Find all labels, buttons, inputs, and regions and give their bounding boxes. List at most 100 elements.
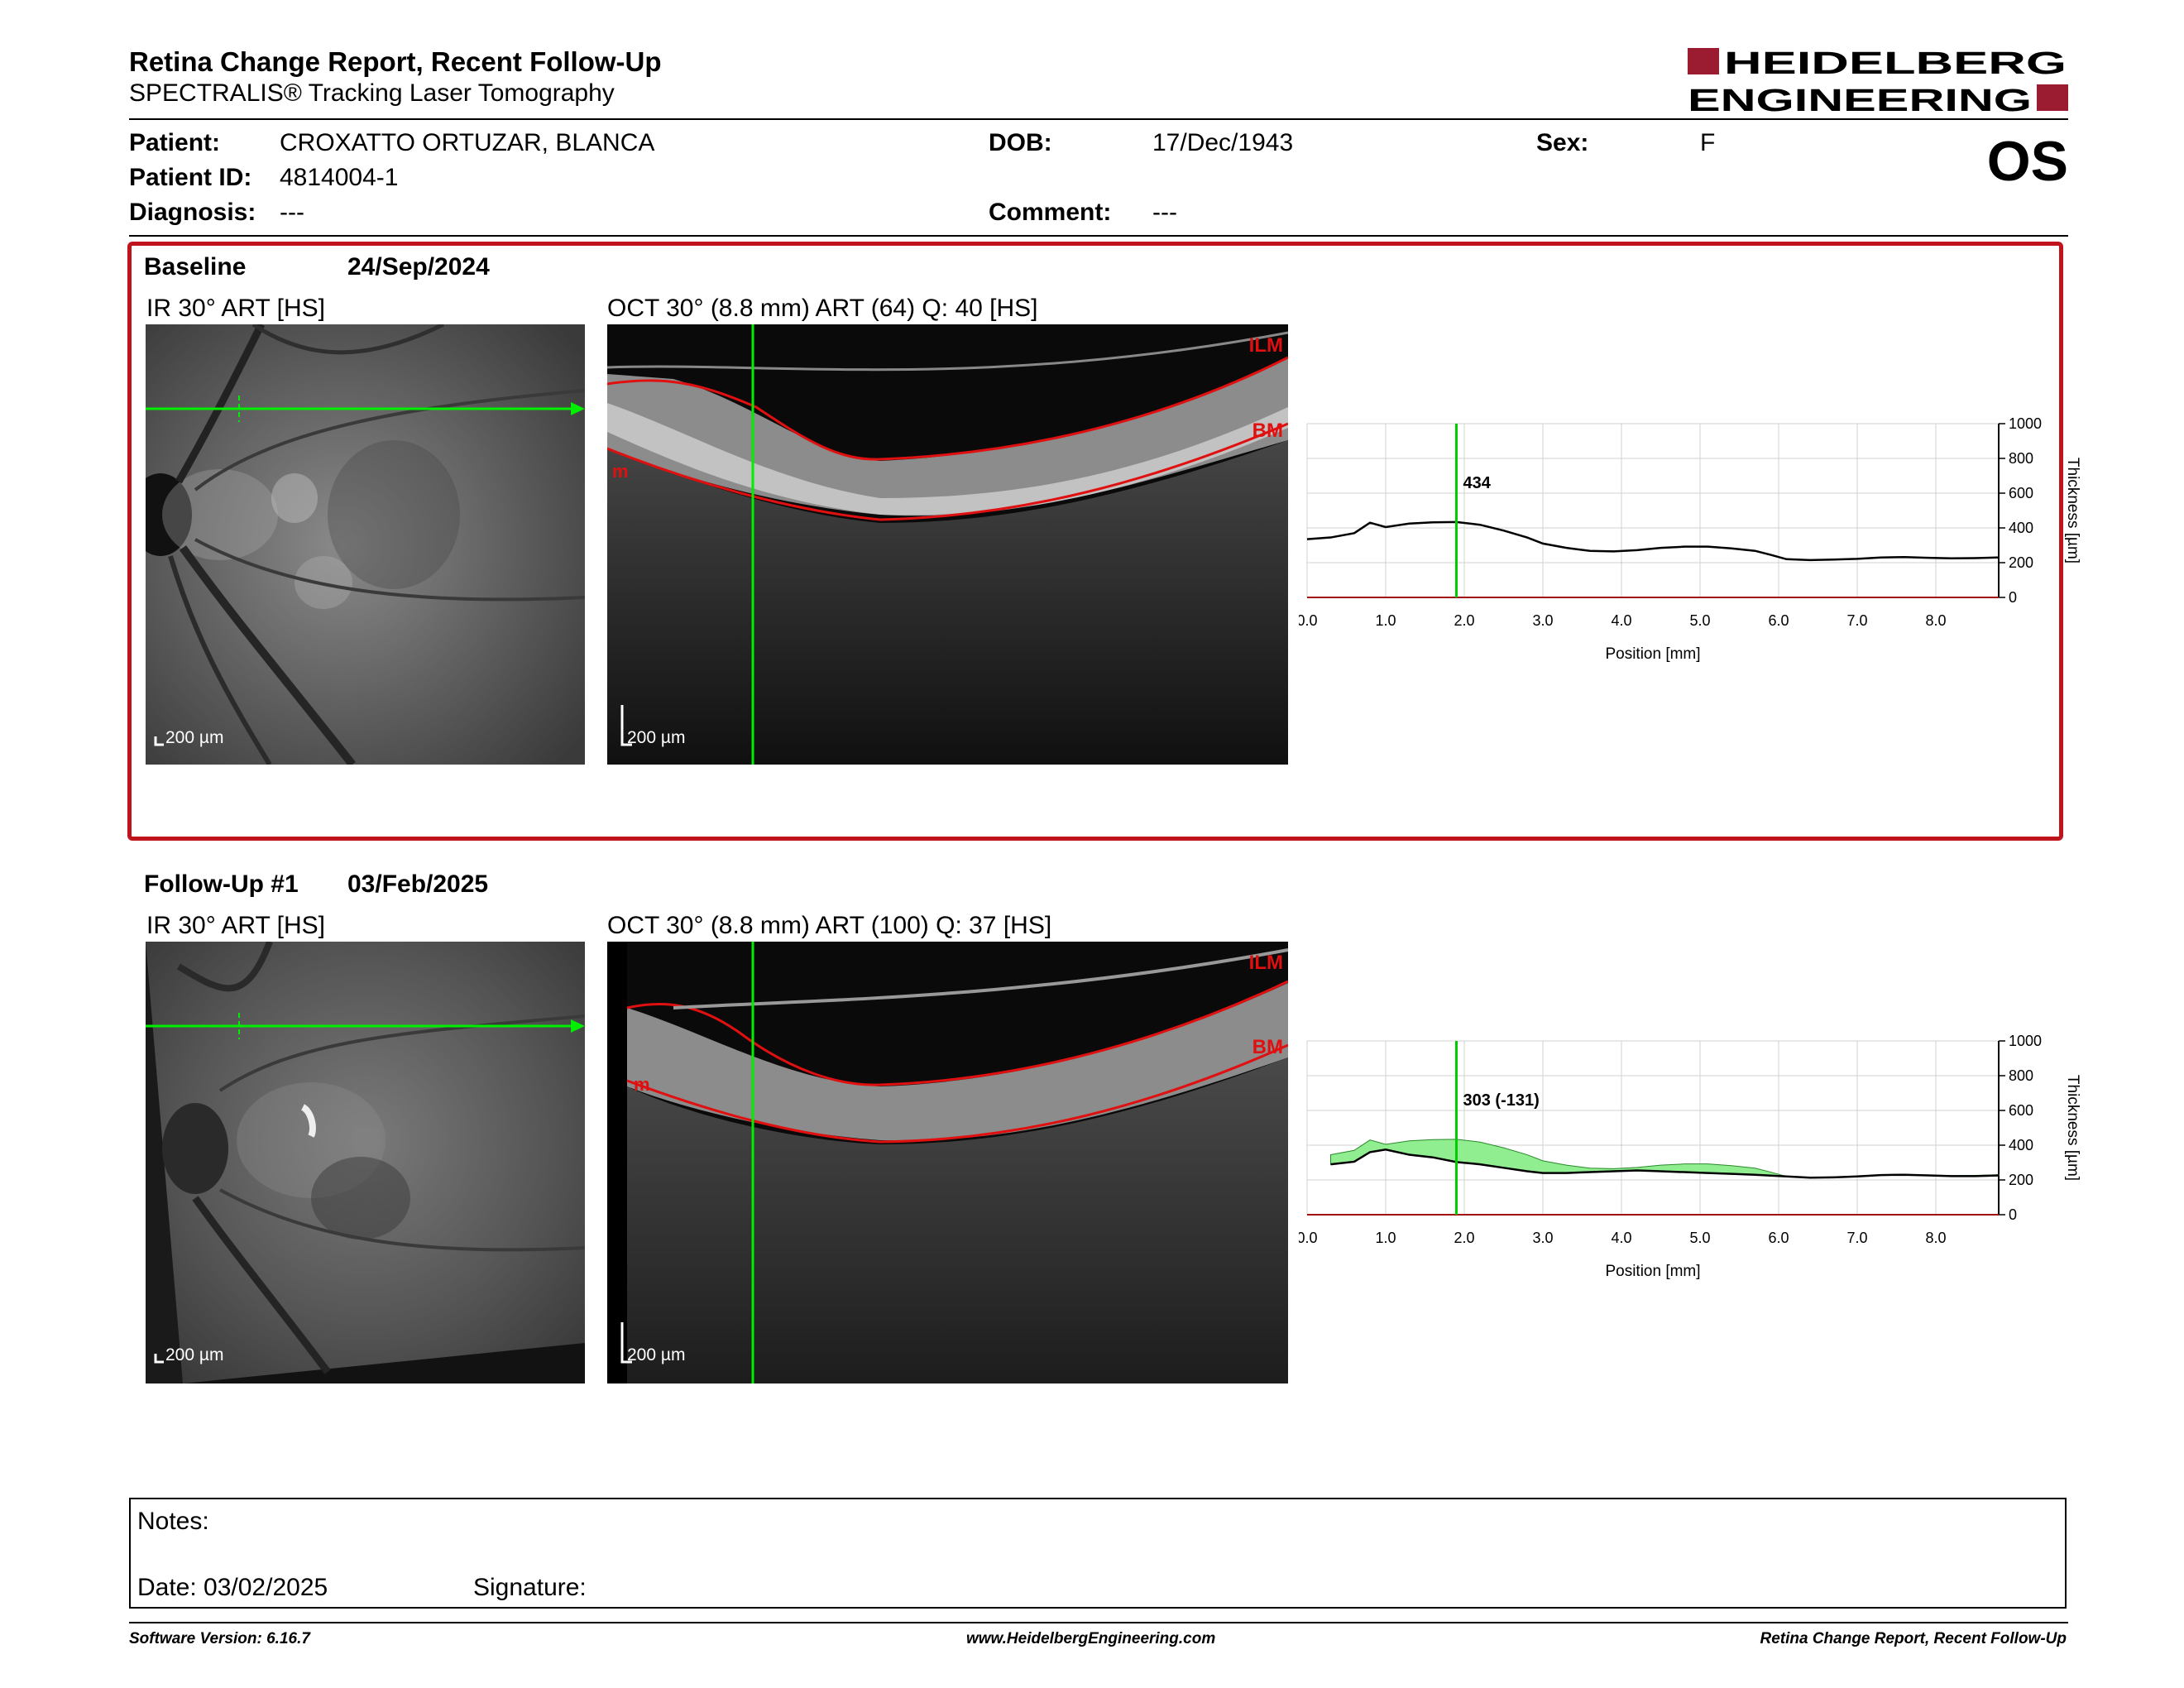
scale-bar-icon — [154, 736, 164, 746]
baseline-date: 24/Sep/2024 — [347, 253, 490, 281]
x-tick-label: 0.0 — [1299, 1230, 1318, 1246]
y-tick-label: 1000 — [2009, 415, 2042, 432]
followup-fundus-graphic — [146, 942, 585, 1383]
x-tick-label: 4.0 — [1611, 612, 1631, 629]
thickness-line — [1330, 1148, 2000, 1179]
cursor-value-label: 434 — [1463, 474, 1492, 492]
footer-rule — [129, 1622, 2068, 1623]
ilm-boundary — [607, 356, 1288, 461]
followup-ir-scale: 200 µm — [165, 1345, 224, 1364]
scale-bar-icon — [154, 1354, 164, 1364]
dob-label: DOB: — [989, 129, 1052, 156]
x-axis-label: Position [mm] — [1605, 645, 1700, 663]
y-axis-label: Thickness [µm] — [2064, 1075, 2081, 1181]
scan-arrow-icon — [571, 1019, 585, 1033]
logo-line1: HEIDELBERG — [1724, 46, 2067, 81]
y-tick-label: 600 — [2009, 485, 2033, 501]
notes-box[interactable]: Notes: Date: 03/02/2025 Signature: — [129, 1498, 2067, 1609]
y-tick-label: 200 — [2009, 554, 2033, 571]
followup-ir-image[interactable]: 200 µm — [146, 942, 585, 1383]
comment-label: Comment: — [989, 199, 1112, 226]
patient-rule — [129, 235, 2068, 237]
x-tick-label: 7.0 — [1846, 1230, 1867, 1246]
patient-id-label: Patient ID: — [129, 164, 252, 191]
x-tick-label: 4.0 — [1611, 1230, 1631, 1246]
scale-bar-icon — [620, 1322, 632, 1364]
x-tick-label: 1.0 — [1375, 612, 1396, 629]
x-tick-label: 6.0 — [1768, 612, 1789, 629]
baseline-oct-scale: 200 µm — [627, 728, 686, 747]
scale-bar-icon — [620, 705, 632, 746]
baseline-fundus-graphic — [146, 324, 585, 765]
y-tick-label: 400 — [2009, 520, 2033, 536]
x-tick-label: 7.0 — [1846, 612, 1867, 629]
x-tick-label: 5.0 — [1689, 612, 1710, 629]
y-tick-label: 0 — [2009, 1206, 2017, 1223]
followup-oct-caption: OCT 30° (8.8 mm) ART (100) Q: 37 [HS] — [607, 912, 1052, 939]
x-tick-label: 3.0 — [1532, 1230, 1553, 1246]
diagnosis-value: --- — [280, 199, 304, 226]
logo-line2: ENGINEERING — [1688, 84, 2032, 116]
x-axis-label: Position [mm] — [1605, 1263, 1700, 1280]
header-rule — [129, 118, 2068, 120]
x-tick-label: 5.0 — [1689, 1230, 1710, 1246]
rpe-label: m — [634, 1074, 650, 1095]
comment-value: --- — [1152, 199, 1177, 226]
sex-label: Sex: — [1536, 129, 1589, 156]
dob-value: 17/Dec/1943 — [1152, 129, 1294, 156]
logo-block-bottom — [2037, 84, 2068, 111]
notes-date: Date: 03/02/2025 — [137, 1574, 328, 1601]
patient-name: CROXATTO ORTUZAR, BLANCA — [280, 129, 655, 156]
baseline-ir-scale: 200 µm — [165, 728, 224, 747]
baseline-label: Baseline — [144, 253, 247, 281]
x-tick-label: 0.0 — [1299, 612, 1318, 629]
baseline-panel-border — [127, 242, 2063, 841]
footer-report-name: Retina Change Report, Recent Follow-Up — [1760, 1630, 2067, 1647]
baseline-oct-graphic — [607, 324, 1288, 765]
x-tick-label: 8.0 — [1925, 612, 1946, 629]
logo-block-top — [1688, 48, 1719, 74]
y-axis-label: Thickness [µm] — [2064, 458, 2081, 563]
x-tick-label: 8.0 — [1925, 1230, 1946, 1246]
scan-arrow-icon — [571, 402, 585, 415]
heidelberg-logo: HEIDELBERG ENGINEERING — [1688, 46, 2068, 116]
followup-ir-caption: IR 30° ART [HS] — [146, 912, 325, 939]
report-title: Retina Change Report, Recent Follow-Up — [129, 46, 662, 77]
bm-label: BM — [1252, 1036, 1283, 1058]
footer-website-link[interactable]: www.HeidelbergEngineering.com — [966, 1630, 1216, 1647]
x-tick-label: 2.0 — [1454, 1230, 1474, 1246]
y-tick-label: 0 — [2009, 589, 2017, 606]
followup-thickness-chart: 0.0 1.0 2.0 3.0 4.0 5.0 6.0 7.0 8.0 0 200 400 600 800… — [1299, 1033, 2081, 1280]
patient-label: Patient: — [129, 129, 221, 156]
sex-value: F — [1700, 129, 1716, 156]
notes-signature: Signature: — [473, 1574, 587, 1601]
followup-oct-scale: 200 µm — [627, 1345, 686, 1364]
cursor-value-label: 303 (-131) — [1463, 1091, 1540, 1110]
patient-id: 4814004-1 — [280, 164, 399, 191]
y-tick-label: 600 — [2009, 1102, 2033, 1119]
thickness-line — [1306, 520, 2000, 562]
y-tick-label: 800 — [2009, 1067, 2033, 1084]
ilm-label: ILM — [1248, 334, 1283, 357]
baseline-thickness-chart: 0.0 1.0 2.0 3.0 4.0 5.0 6.0 7.0 8.0 0 200 400 600 800… — [1299, 415, 2081, 663]
x-tick-label: 2.0 — [1454, 612, 1474, 629]
y-tick-label: 1000 — [2009, 1033, 2042, 1049]
followup-date: 03/Feb/2025 — [347, 870, 489, 898]
rpe-label: m — [612, 461, 629, 482]
x-tick-label: 1.0 — [1375, 1230, 1396, 1246]
baseline-ir-image[interactable]: 200 µm — [146, 324, 585, 765]
x-tick-label: 3.0 — [1532, 612, 1553, 629]
ilm-boundary — [626, 980, 1288, 1086]
baseline-ir-caption: IR 30° ART [HS] — [146, 295, 325, 322]
baseline-oct-image[interactable]: ILM BM m 200 µm — [607, 324, 1288, 765]
ilm-label: ILM — [1248, 952, 1283, 974]
eye-indicator: OS — [1986, 130, 2068, 193]
y-tick-label: 200 — [2009, 1172, 2033, 1188]
followup-oct-image[interactable]: ILM BM m 200 µm — [607, 942, 1288, 1383]
bm-boundary — [607, 422, 1288, 521]
baseline-oct-caption: OCT 30° (8.8 mm) ART (64) Q: 40 [HS] — [607, 295, 1038, 322]
report-subtitle: SPECTRALIS® Tracking Laser Tomography — [129, 79, 615, 107]
y-tick-label: 400 — [2009, 1137, 2033, 1153]
y-tick-label: 800 — [2009, 450, 2033, 467]
followup-label: Follow-Up #1 — [144, 870, 299, 898]
